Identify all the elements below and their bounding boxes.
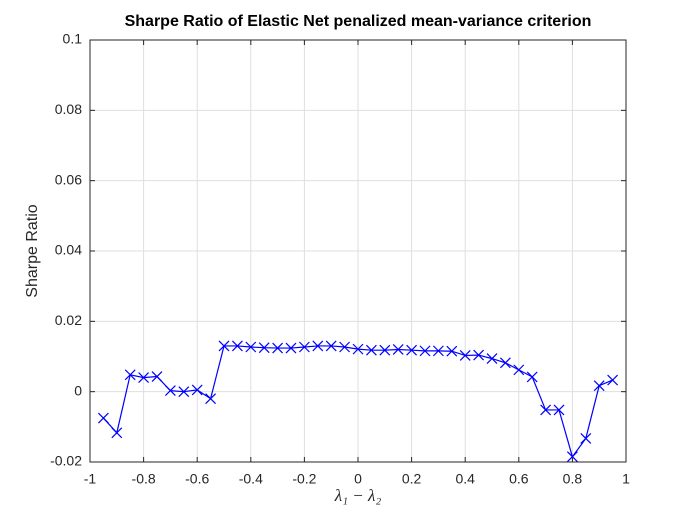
data-marker	[379, 344, 391, 356]
data-marker	[499, 357, 511, 369]
data-marker	[231, 340, 243, 352]
x-tick-label: 0.8	[563, 471, 583, 487]
data-marker	[607, 374, 619, 386]
data-marker	[365, 344, 377, 356]
x-tick-label: -1	[84, 471, 97, 487]
data-marker	[580, 433, 592, 444]
data-marker	[111, 427, 123, 439]
data-marker	[593, 380, 605, 392]
x-tick-label: 0.2	[402, 471, 422, 487]
y-tick-label: 0.08	[55, 101, 82, 117]
data-marker	[191, 384, 203, 396]
data-marker	[205, 393, 217, 405]
data-marker	[486, 353, 498, 365]
data-marker	[164, 385, 176, 397]
data-marker	[339, 341, 351, 353]
data-marker	[352, 343, 364, 355]
y-tick-label: 0.06	[55, 171, 82, 187]
data-marker	[298, 341, 310, 353]
x-axis-label: λ₁ − λ₂	[334, 486, 382, 505]
data-marker	[553, 404, 565, 416]
x-tick-label: 0.4	[455, 471, 475, 487]
data-marker	[218, 340, 230, 352]
x-tick-label: -0.2	[292, 471, 316, 487]
data-marker	[97, 412, 109, 424]
data-marker	[392, 344, 404, 355]
data-marker	[513, 364, 525, 376]
y-axis-label: Sharpe Ratio	[24, 204, 41, 297]
data-marker	[258, 342, 270, 354]
data-marker	[459, 350, 471, 361]
data-marker	[124, 369, 136, 381]
x-tick-label: -0.6	[185, 471, 209, 487]
y-tick-label: 0.02	[55, 312, 82, 328]
y-tick-label: 0.1	[63, 31, 83, 47]
data-marker	[473, 349, 485, 361]
data-marker	[151, 371, 163, 382]
data-marker	[312, 340, 324, 352]
data-marker	[432, 345, 444, 357]
data-marker	[540, 404, 552, 416]
x-tick-label: 1	[622, 471, 630, 487]
data-marker	[245, 341, 257, 353]
data-marker	[138, 372, 150, 384]
y-tick-label: -0.02	[50, 453, 82, 469]
data-marker	[526, 371, 538, 383]
data-marker	[178, 386, 190, 398]
x-tick-label: -0.4	[239, 471, 263, 487]
data-marker	[325, 340, 337, 352]
data-marker	[285, 342, 297, 354]
chart-title: Sharpe Ratio of Elastic Net penalized me…	[125, 13, 592, 30]
data-marker	[272, 342, 284, 354]
x-tick-label: -0.8	[132, 471, 156, 487]
data-marker	[566, 451, 578, 463]
data-marker	[406, 344, 418, 356]
data-marker	[446, 345, 458, 357]
y-tick-label: 0.04	[55, 242, 82, 258]
data-marker	[419, 345, 431, 357]
y-tick-label: 0	[74, 382, 82, 398]
x-tick-label: 0.6	[509, 471, 529, 487]
x-tick-label: 0	[354, 471, 362, 487]
plot-frame	[89, 39, 627, 463]
